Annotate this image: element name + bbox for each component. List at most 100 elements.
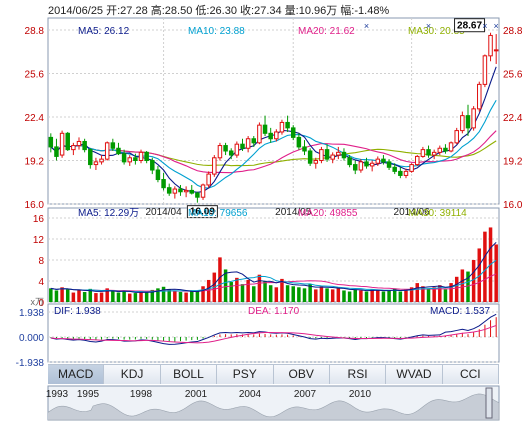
candle-body	[437, 147, 443, 153]
volume-bar	[274, 287, 279, 302]
tab-boll[interactable]: BOLL	[160, 365, 218, 384]
candle-body	[392, 166, 397, 172]
volume-bar	[49, 288, 53, 302]
candle-body	[302, 146, 307, 152]
volume-bar	[302, 288, 307, 302]
volume-bar	[381, 291, 386, 302]
high-callout: 28.67	[457, 21, 482, 32]
volume-bar	[190, 291, 194, 302]
volume-bar	[65, 289, 70, 302]
volume-bar	[438, 285, 442, 302]
volume-bar	[71, 292, 76, 302]
candle-body	[319, 149, 324, 161]
candle-body	[330, 154, 335, 160]
candle-body	[358, 161, 364, 171]
volume-bar	[178, 292, 183, 302]
candle-body	[245, 138, 251, 149]
tab-psy[interactable]: PSY	[217, 365, 274, 384]
volume-bar	[443, 289, 448, 302]
candle-body	[206, 173, 211, 186]
candle-body	[54, 146, 59, 157]
volume-bar	[144, 292, 149, 302]
event-marker: ×	[482, 21, 487, 31]
candle-body	[403, 170, 409, 176]
price-ma20-line	[50, 130, 497, 174]
volume_panel-legend: MA10: 79656	[188, 208, 248, 219]
candle-body	[313, 160, 319, 164]
price-tick-right: 25.6	[503, 70, 523, 81]
volume-bar	[409, 287, 414, 302]
volume-bar	[139, 291, 143, 302]
volume-bar	[370, 289, 374, 302]
volume-bar	[77, 290, 81, 302]
volume-bar	[330, 289, 335, 302]
macd-dea-line	[50, 324, 497, 344]
candle-body	[477, 83, 482, 110]
event-marker: ×	[494, 21, 499, 31]
volume-bar	[122, 290, 126, 302]
volume-bar	[167, 289, 171, 302]
volume-bar	[133, 293, 138, 302]
volume-bar	[421, 286, 425, 302]
candle-body	[234, 143, 240, 156]
candle-body	[183, 189, 189, 193]
candle-body	[71, 145, 76, 151]
volume-bar	[483, 231, 487, 302]
candle-body	[76, 140, 82, 147]
volume-tick: 8	[38, 256, 44, 267]
volume-bar	[314, 289, 318, 302]
volume-bar	[336, 287, 341, 302]
tab-obv[interactable]: OBV	[273, 365, 330, 384]
candle-body	[420, 149, 426, 157]
volume-bar	[308, 284, 312, 302]
candle-body	[375, 158, 381, 164]
price-ma5-line	[50, 66, 497, 193]
volume_panel-legend: MA5: 12.29万	[78, 208, 139, 219]
volume-bar	[291, 286, 295, 302]
volume-bar	[387, 290, 391, 302]
candle-body	[482, 55, 488, 85]
candle-body	[324, 149, 330, 160]
candle-body	[150, 160, 155, 171]
candle-body	[460, 115, 465, 132]
candle-body	[448, 142, 454, 152]
volume-bar	[359, 290, 363, 302]
volume_panel-legend: MA20: 49855	[298, 208, 358, 219]
tab-rsi[interactable]: RSI	[329, 365, 387, 384]
volume-bar	[325, 288, 329, 302]
volume-bar	[223, 269, 228, 302]
candle-body	[138, 151, 144, 161]
timeline-sparkline	[47, 393, 500, 421]
candle-body	[166, 187, 172, 194]
volume-bar	[471, 260, 476, 302]
volume-bar	[347, 291, 352, 302]
price-tick-left: 22.4	[25, 113, 45, 124]
candle-body	[279, 121, 285, 133]
candle-body	[48, 136, 54, 148]
candle-body	[116, 147, 121, 155]
event-marker: ×	[426, 21, 431, 31]
indicator-tabs: MACD KDJ BOLL PSY OBV RSI WVAD CCI	[48, 364, 499, 384]
candle-body	[195, 192, 200, 198]
volume-bar	[477, 248, 482, 302]
macd-legend: DEA: 1.170	[248, 306, 300, 317]
tab-wvad[interactable]: WVAD	[386, 365, 443, 384]
tab-kdj[interactable]: KDJ	[104, 365, 161, 384]
volume-bar	[404, 289, 408, 302]
price-tick-right: 28.8	[503, 26, 523, 37]
candle-body	[426, 149, 431, 156]
price-tick-right: 22.4	[503, 113, 523, 124]
high-callout-box	[454, 18, 486, 33]
volume-bar	[257, 274, 262, 302]
volume-bar	[297, 287, 301, 302]
x-tick-label: 2014/06	[394, 207, 431, 218]
volume-bar	[201, 286, 205, 302]
candle-body	[268, 132, 273, 140]
tab-macd[interactable]: MACD	[48, 365, 105, 384]
volume-bar	[235, 277, 239, 302]
macd-tick: 1.938	[19, 308, 44, 319]
tab-cci[interactable]: CCI	[442, 365, 499, 384]
price-panel	[47, 17, 500, 205]
macd-legend: MACD: 1.537	[430, 306, 490, 317]
